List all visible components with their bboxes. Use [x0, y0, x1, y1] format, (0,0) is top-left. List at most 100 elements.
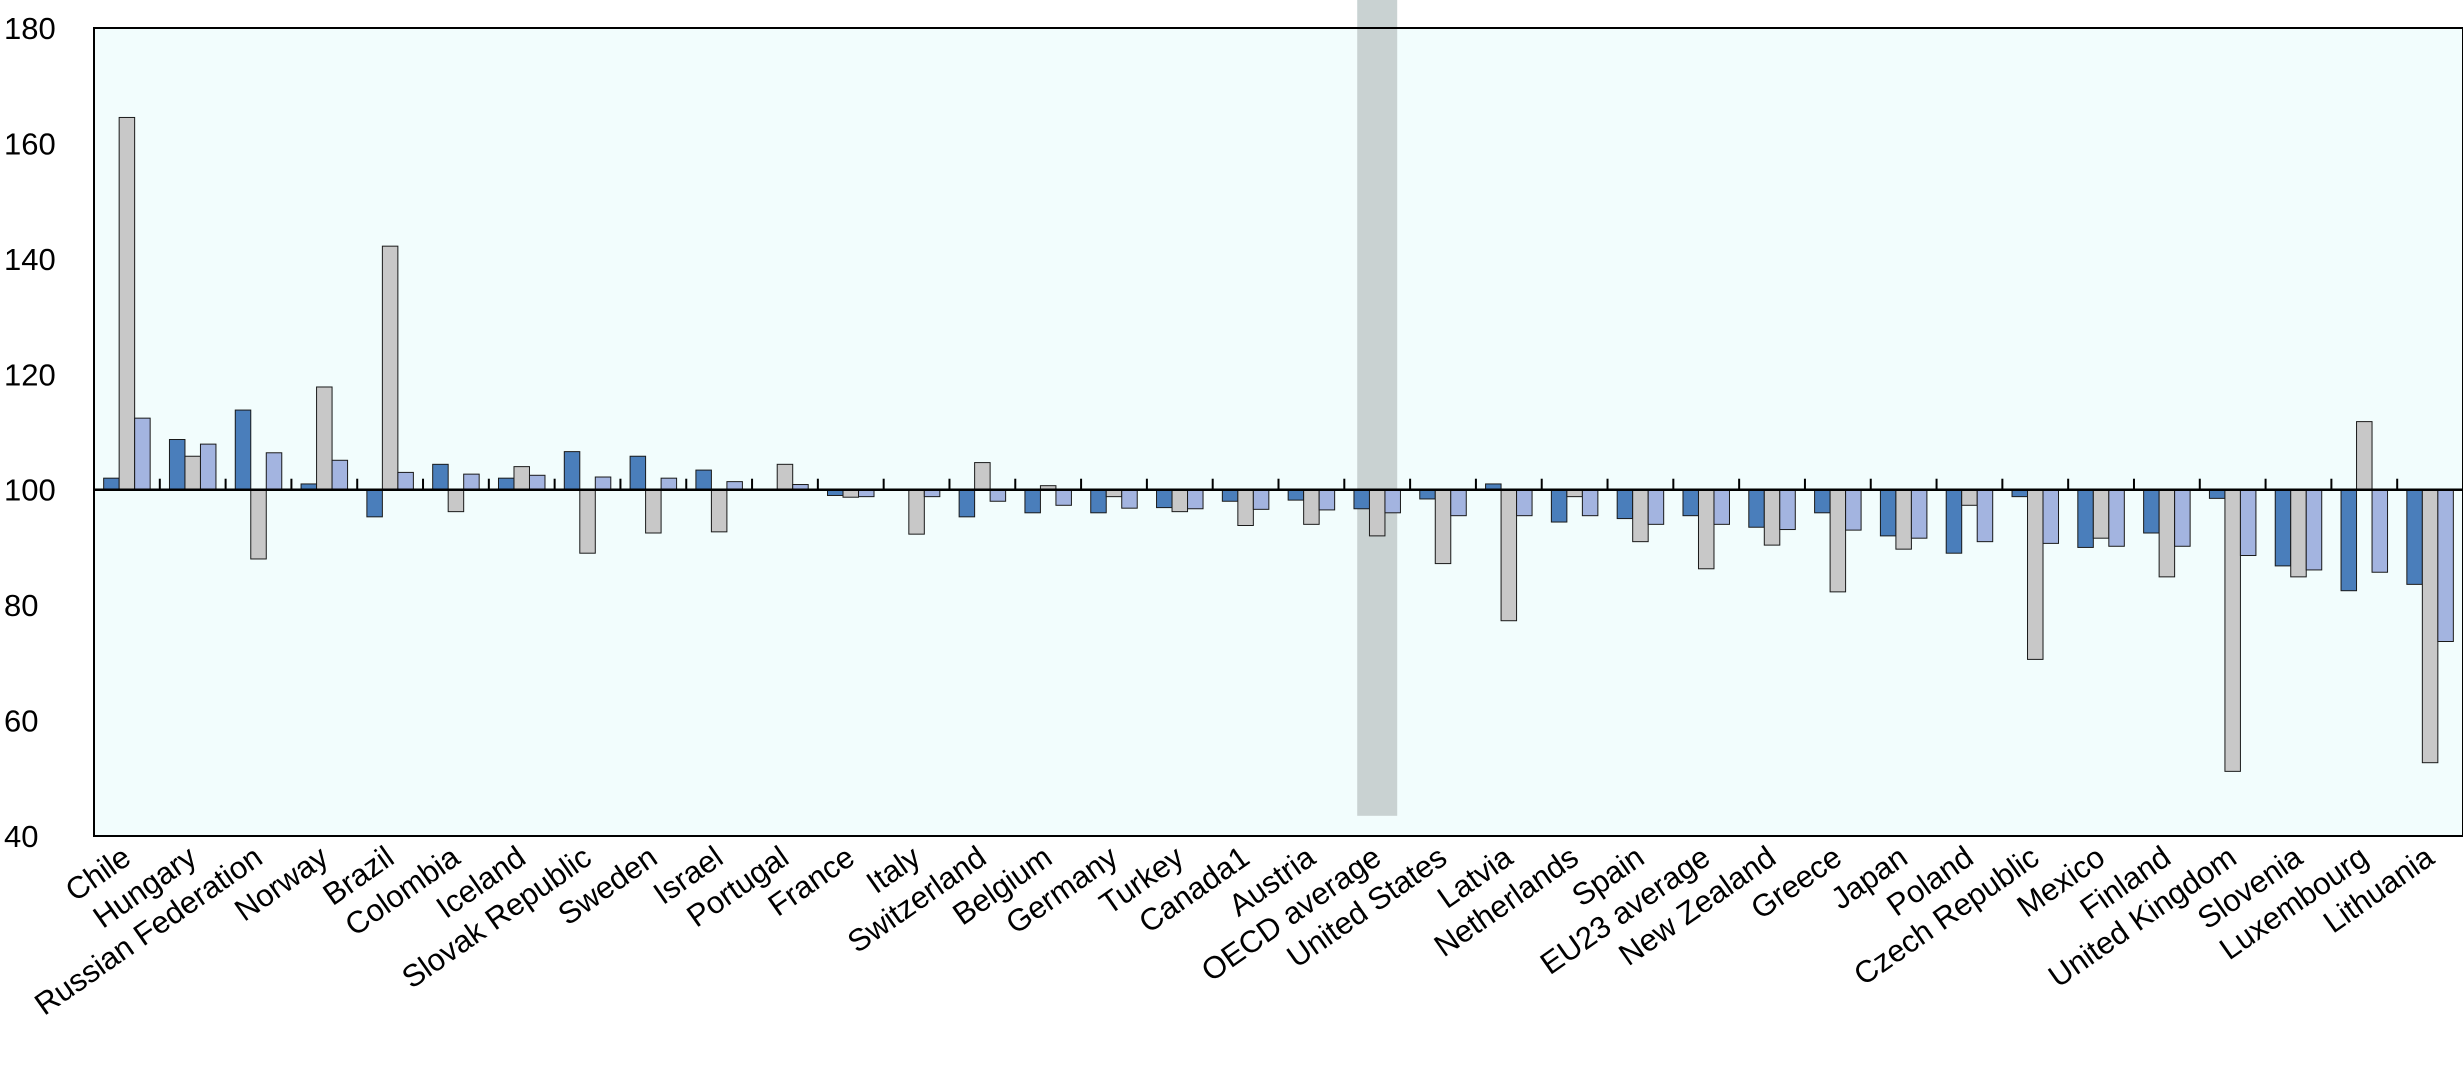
bar-3-slovak-republic: [594, 476, 612, 491]
bar-1-spain: [1616, 489, 1634, 520]
bar-1-luxembourg: [2340, 489, 2358, 592]
bar-1-greece: [1814, 489, 1831, 514]
bar-2-lithuania: [2421, 489, 2439, 764]
bar-2-united-states: [1434, 489, 1452, 565]
bar-1-brazil: [366, 489, 383, 518]
bar-2-slovak-republic: [579, 489, 596, 554]
bar-2-austria: [1303, 489, 1320, 525]
bar-2-slovenia: [2290, 489, 2307, 578]
bar-1-slovak-republic: [563, 451, 581, 491]
bar-1-finland: [2143, 489, 2160, 534]
bar-3-norway: [331, 459, 349, 491]
bar-2-colombia: [447, 489, 465, 513]
bar-3-eu23-average: [1713, 489, 1730, 525]
bar-1-switzerland: [958, 489, 976, 518]
bar-1-netherlands: [1550, 489, 1568, 523]
bar-3-chile: [134, 417, 151, 491]
bar-3-sweden: [660, 477, 678, 491]
bar-1-turkey: [1156, 489, 1173, 509]
y-tick-label: 100: [4, 473, 56, 508]
bar-3-finland: [2174, 489, 2191, 547]
bar-3-greece: [1845, 489, 1862, 531]
bar-3-brazil: [397, 471, 414, 491]
bar-2-portugal: [776, 463, 794, 491]
bar-2-israel: [710, 489, 728, 533]
highlight-band: [1357, 0, 1398, 816]
y-tick-label: 40: [4, 819, 38, 854]
bar-1-hungary: [168, 439, 186, 491]
bar-3-united-kingdom: [2239, 489, 2257, 557]
bar-1-israel: [695, 469, 712, 491]
bar-2-iceland: [513, 466, 530, 491]
bar-2-mexico: [2092, 489, 2110, 539]
bar-1-poland: [1945, 489, 1963, 554]
bar-1-canada1: [1221, 489, 1239, 502]
bar-1-oecd-average: [1353, 489, 1370, 510]
bar-2-russian-federation: [250, 489, 267, 560]
y-tick-label: 60: [4, 704, 38, 739]
bar-1-united-kingdom: [2208, 489, 2226, 499]
bar-3-poland: [1976, 489, 1994, 543]
bar-3-netherlands: [1581, 489, 1599, 517]
bar-1-germany: [1090, 489, 1107, 514]
bar-3-canada1: [1252, 489, 1270, 510]
bar-2-hungary: [184, 455, 201, 491]
bar-1-sweden: [629, 455, 647, 491]
bar-1-belgium: [1024, 489, 1041, 514]
bar-3-belgium: [1055, 489, 1072, 506]
bar-2-luxembourg: [2356, 421, 2373, 491]
bar-2-finland: [2158, 489, 2176, 578]
plot-border: [93, 27, 2463, 837]
bar-1-united-states: [1419, 489, 1436, 500]
bar-1-mexico: [2077, 489, 2094, 548]
bar-2-canada1: [1237, 489, 1254, 526]
y-tick-label: 80: [4, 588, 38, 623]
bar-2-italy: [908, 489, 925, 535]
bar-2-chile: [118, 116, 136, 491]
y-tick-label: 120: [4, 357, 56, 392]
bar-2-eu23-average: [1697, 489, 1715, 570]
bar-1-lithuania: [2406, 489, 2423, 585]
bar-2-brazil: [381, 245, 399, 491]
bar-2-sweden: [645, 489, 662, 534]
bar-3-germany: [1121, 489, 1138, 509]
y-tick-label: 180: [4, 11, 56, 46]
bar-3-oecd-average: [1384, 489, 1401, 514]
y-tick-label: 160: [4, 126, 56, 161]
bar-3-united-states: [1450, 489, 1467, 517]
bar-3-switzerland: [989, 489, 1007, 502]
bar-1-new-zealand: [1748, 489, 1765, 528]
bar-2-turkey: [1171, 489, 1189, 513]
bar-3-czech-republic: [2042, 489, 2060, 544]
plot-area: [94, 28, 2463, 836]
bar-2-greece: [1829, 489, 1847, 593]
bar-2-spain: [1632, 489, 1649, 543]
bar-3-austria: [1318, 489, 1336, 511]
bar-3-japan: [1910, 489, 1928, 539]
bar-2-czech-republic: [2027, 489, 2044, 660]
bar-1-iceland: [497, 477, 515, 491]
bar-2-latvia: [1500, 489, 1518, 622]
bar-2-new-zealand: [1763, 489, 1781, 546]
bar-1-austria: [1287, 489, 1305, 501]
bar-3-spain: [1647, 489, 1665, 525]
bar-2-oecd-average: [1368, 489, 1386, 537]
bar-2-switzerland: [974, 462, 991, 491]
bar-3-mexico: [2108, 489, 2125, 547]
bar-2-japan: [1895, 489, 1912, 550]
bar-1-colombia: [432, 463, 449, 491]
bar-1-japan: [1879, 489, 1897, 537]
bar-1-eu23-average: [1682, 489, 1699, 517]
bar-3-iceland: [528, 474, 546, 491]
bar-2-norway: [316, 386, 333, 491]
bar-3-lithuania: [2437, 489, 2454, 643]
bar-3-new-zealand: [1779, 489, 1796, 531]
bar-3-luxembourg: [2371, 489, 2389, 573]
bar-3-latvia: [1516, 489, 1533, 517]
bar-3-turkey: [1187, 489, 1204, 510]
bar-3-colombia: [463, 473, 480, 491]
bar-1-chile: [103, 477, 120, 491]
bar-2-poland: [1961, 489, 1978, 506]
